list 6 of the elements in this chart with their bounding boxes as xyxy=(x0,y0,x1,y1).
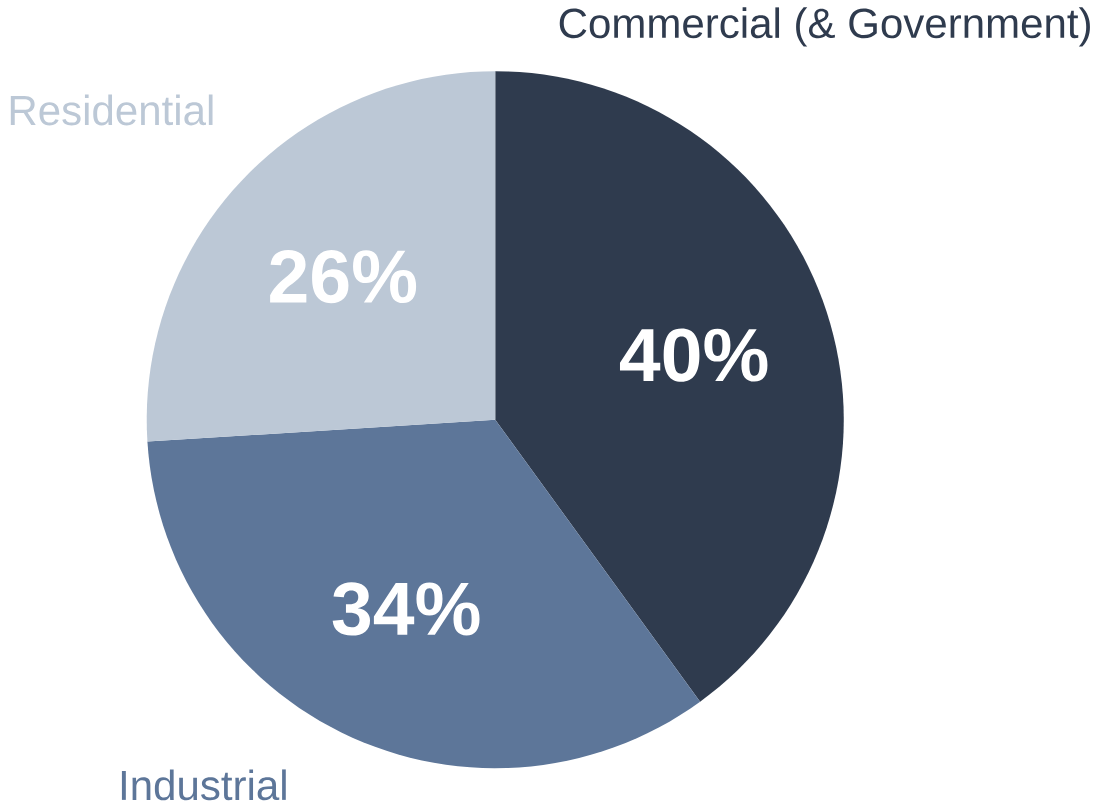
data-label: 40% xyxy=(619,328,768,382)
slice-label: Residential xyxy=(10,94,213,126)
data-label: 34% xyxy=(332,582,480,636)
data-label: 26% xyxy=(270,250,417,304)
slice-label: Commercial (& Government) xyxy=(559,7,1090,47)
slice-label: Industrial xyxy=(121,769,286,801)
